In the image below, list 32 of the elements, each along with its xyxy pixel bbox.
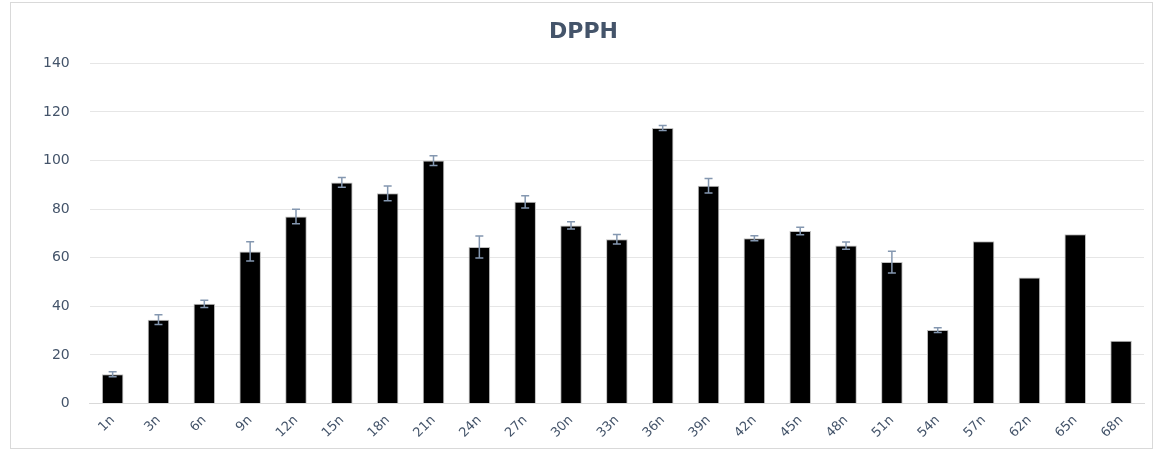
x-tick-label: 24n [455,411,484,440]
x-tick-label: 65n [1051,411,1080,440]
x-tick-label: 48n [822,411,851,440]
x-tick-label: 9n [232,411,255,435]
x-tick-label: 51n [868,411,897,440]
y-tick-label: 20 [51,345,70,362]
x-tick-label: 68n [1097,411,1126,440]
x-tick-label: 18n [364,411,393,440]
x-tick-label: 39n [684,411,714,440]
x-tick-label: 42n [730,411,759,440]
y-tick-label: 0 [60,394,70,411]
x-tick-label: 36n [639,411,668,440]
y-tick-label: 80 [51,199,70,216]
x-tick-label: 30n [547,411,576,440]
y-tick-label: 100 [42,151,70,168]
x-tick-label: 3n [140,411,163,435]
x-tick-label: 45n [776,411,805,440]
x-tick-label: 15n [318,411,347,440]
x-tick-label: 27n [501,411,530,440]
x-tick-label: 12n [272,411,301,440]
x-tick-label: 33n [593,411,622,440]
y-tick-label: 120 [42,102,70,119]
x-tick-label: 21n [409,411,439,440]
x-tick-label: 1n [94,411,118,435]
y-tick-label: 40 [51,296,70,313]
x-tick-label: 6n [186,411,209,435]
x-tick-label: 57n [959,411,989,440]
y-tick-label: 60 [51,248,70,265]
x-tick-label: 54n [914,411,943,440]
chart-title: DPPH [549,17,618,43]
y-tick-label: 140 [42,54,70,71]
x-tick-label: 62n [1005,411,1034,440]
